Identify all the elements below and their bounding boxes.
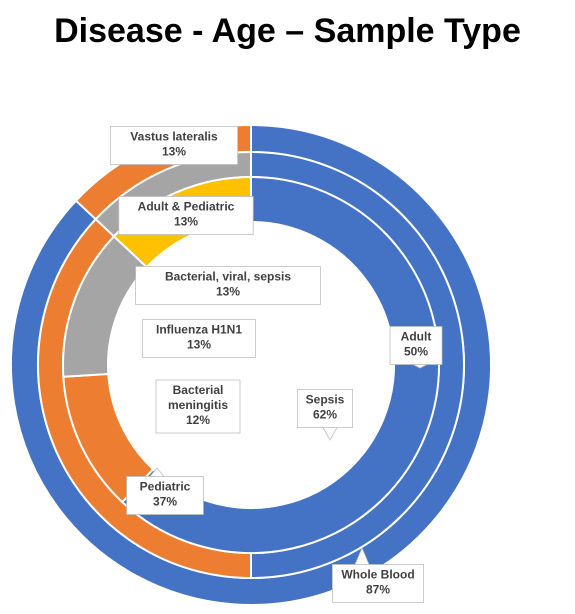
label-name: Bacterial (173, 383, 224, 397)
label-box (389, 326, 443, 365)
label-value: 62% (313, 408, 337, 422)
label-value: 13% (187, 338, 211, 352)
label-value: 50% (404, 345, 428, 359)
label-box (331, 564, 424, 603)
label-name: Adult & Pediatric (138, 200, 235, 214)
label-value: 37% (153, 495, 177, 509)
label-name: Vastus lateralis (130, 130, 218, 144)
label-box (118, 196, 254, 235)
label-value: 87% (366, 583, 390, 597)
label-value: 12% (186, 413, 210, 427)
label-box (126, 476, 204, 515)
label-name: Adult (401, 330, 432, 344)
label-name: Whole Blood (341, 568, 414, 582)
label-box (110, 126, 238, 165)
label-name: Bacterial, viral, sepsis (165, 270, 291, 284)
label-box (296, 389, 353, 428)
label-value: 13% (216, 285, 240, 299)
label-value: 13% (162, 145, 186, 159)
label-name: Pediatric (140, 480, 191, 494)
label-box (155, 379, 241, 434)
label-value: 13% (174, 215, 198, 229)
label-pointer (149, 467, 165, 477)
label-name: meningitis (168, 398, 228, 412)
chart-title: Disease - Age – Sample Type (54, 12, 521, 50)
label-box (135, 266, 321, 305)
label-pointer (322, 427, 338, 441)
label-name: Sepsis (306, 393, 345, 407)
label-name: Influenza H1N1 (156, 323, 242, 337)
label-pointer (354, 546, 370, 565)
label-pointer (412, 364, 428, 369)
label-box (142, 319, 256, 358)
